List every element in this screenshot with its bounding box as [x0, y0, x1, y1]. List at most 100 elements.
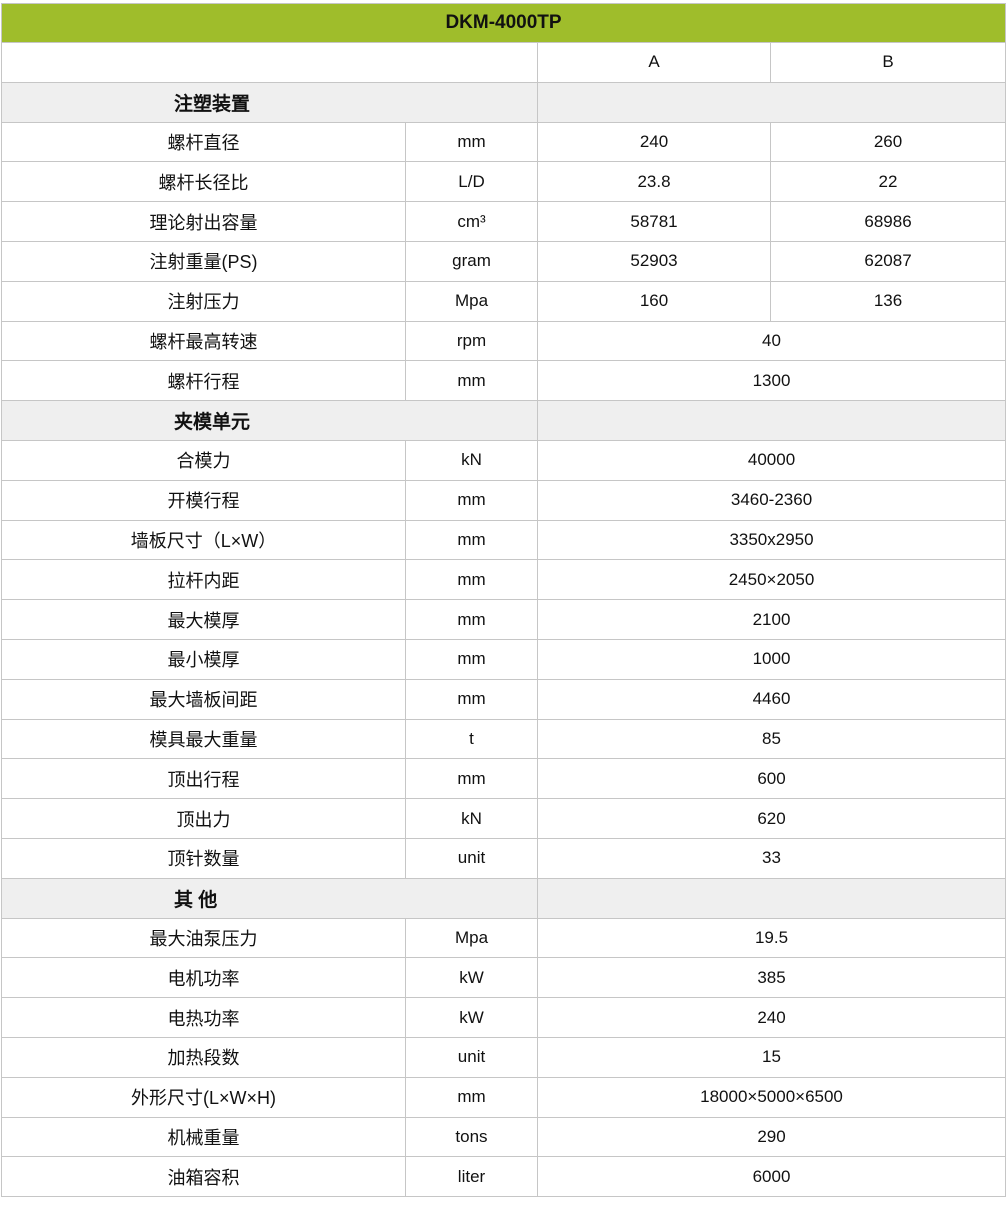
spec-value: 6000 [536, 1156, 1006, 1198]
spec-value: 40000 [536, 439, 1006, 481]
model-title: DKM-4000TP [0, 3, 1006, 43]
spec-unit: mm [405, 479, 538, 521]
spec-unit: liter [405, 1156, 538, 1198]
spec-value: 4460 [536, 678, 1006, 720]
spec-unit: mm [405, 559, 538, 601]
spec-name: 最大油泵压力 [1, 917, 406, 959]
spec-name: 开模行程 [1, 479, 406, 521]
section-blank [536, 877, 1006, 919]
spec-row: 加热段数 unit 15 [1, 1036, 1006, 1078]
section-header: 夹模单元 [1, 400, 1006, 441]
spec-value-a: 58781 [537, 201, 771, 242]
spec-row: 注射重量(PS) gram 52903 62087 [1, 240, 1006, 282]
spec-row: 外形尺寸(L×W×H) mm 18000×5000×6500 [1, 1076, 1006, 1118]
spec-value: 15 [536, 1036, 1006, 1078]
spec-unit: unit [405, 837, 538, 879]
section-blank [536, 81, 1006, 123]
spec-unit: cm³ [405, 201, 538, 242]
spec-name: 螺杆最高转速 [1, 320, 406, 362]
spec-value: 2100 [536, 599, 1006, 640]
spec-row: 顶针数量 unit 33 [1, 837, 1006, 879]
spec-value: 1000 [536, 638, 1006, 680]
spec-name: 顶出力 [1, 798, 406, 839]
column-header-row: A B [1, 42, 1006, 83]
spec-unit: mm [405, 678, 538, 720]
spec-value: 385 [536, 957, 1006, 999]
spec-name: 合模力 [1, 439, 406, 481]
spec-row: 螺杆直径 mm 240 260 [1, 121, 1006, 163]
spec-name: 外形尺寸(L×W×H) [1, 1076, 406, 1118]
spec-row: 开模行程 mm 3460-2360 [1, 479, 1006, 521]
spec-value-a: 240 [537, 121, 771, 163]
spec-unit: L/D [405, 161, 538, 203]
spec-row: 油箱容积 liter 6000 [1, 1156, 1006, 1198]
spec-unit: unit [405, 1036, 538, 1078]
spec-value-b: 136 [769, 280, 1006, 322]
spec-table: DKM-4000TP A B 注塑装置 螺杆直径 mm 240 260 螺杆长径比 L/D 2… [0, 3, 1006, 1198]
spec-unit: mm [405, 519, 538, 561]
section-label: 注塑装置 [1, 81, 538, 123]
spec-name: 机械重量 [1, 1116, 406, 1158]
title-row: DKM-4000TP [0, 3, 1006, 43]
spec-unit: Mpa [405, 280, 538, 322]
spec-name: 拉杆内距 [1, 559, 406, 601]
spec-row: 最小模厚 mm 1000 [1, 638, 1006, 680]
spec-name: 加热段数 [1, 1036, 406, 1078]
spec-value: 290 [536, 1116, 1006, 1158]
spec-row: 模具最大重量 t 85 [1, 718, 1006, 760]
spec-value-a: 52903 [537, 240, 771, 282]
section-header: 其 他 [1, 877, 1006, 919]
spec-row: 顶出行程 mm 600 [1, 758, 1006, 800]
spec-row: 最大墙板间距 mm 4460 [1, 678, 1006, 720]
spec-name: 注射压力 [1, 280, 406, 322]
spec-unit: mm [405, 360, 538, 402]
spec-unit: mm [405, 599, 538, 640]
spec-value: 85 [536, 718, 1006, 760]
spec-row: 最大模厚 mm 2100 [1, 599, 1006, 640]
spec-value: 3460-2360 [536, 479, 1006, 521]
spec-unit: kW [405, 997, 538, 1038]
spec-name: 墙板尺寸（L×W） [1, 519, 406, 561]
spec-value-b: 68986 [769, 201, 1006, 242]
spec-value-b: 62087 [769, 240, 1006, 282]
spec-unit: mm [405, 758, 538, 800]
spec-value: 3350x2950 [536, 519, 1006, 561]
spec-row: 螺杆长径比 L/D 23.8 22 [1, 161, 1006, 203]
column-b-header: B [769, 42, 1006, 83]
section-blank [536, 400, 1006, 441]
spec-value: 2450×2050 [536, 559, 1006, 601]
spec-value: 33 [536, 837, 1006, 879]
spec-row: 电热功率 kW 240 [1, 997, 1006, 1038]
spec-unit: tons [405, 1116, 538, 1158]
spec-value: 620 [536, 798, 1006, 839]
spec-unit: mm [405, 1076, 538, 1118]
spec-value: 19.5 [536, 917, 1006, 959]
spec-name: 模具最大重量 [1, 718, 406, 760]
spec-unit: kN [405, 439, 538, 481]
spec-unit: kN [405, 798, 538, 839]
blank-header [1, 42, 538, 83]
spec-row: 电机功率 kW 385 [1, 957, 1006, 999]
spec-name: 油箱容积 [1, 1156, 406, 1198]
spec-unit: rpm [405, 320, 538, 362]
spec-name: 最大墙板间距 [1, 678, 406, 720]
spec-value: 18000×5000×6500 [536, 1076, 1006, 1118]
spec-unit: mm [405, 638, 538, 680]
section-label: 其 他 [1, 877, 538, 919]
spec-row: 注射压力 Mpa 160 136 [1, 280, 1006, 322]
spec-row: 螺杆最高转速 rpm 40 [1, 320, 1006, 362]
section-label: 夹模单元 [1, 400, 538, 441]
spec-value-a: 160 [537, 280, 771, 322]
spec-name: 螺杆行程 [1, 360, 406, 402]
spec-name: 最大模厚 [1, 599, 406, 640]
spec-row: 顶出力 kN 620 [1, 798, 1006, 839]
spec-name: 螺杆直径 [1, 121, 406, 163]
spec-unit: t [405, 718, 538, 760]
column-a-header: A [537, 42, 771, 83]
spec-name: 注射重量(PS) [1, 240, 406, 282]
spec-value: 1300 [536, 360, 1006, 402]
spec-row: 合模力 kN 40000 [1, 439, 1006, 481]
spec-row: 墙板尺寸（L×W） mm 3350x2950 [1, 519, 1006, 561]
spec-value: 40 [536, 320, 1006, 362]
spec-name: 电热功率 [1, 997, 406, 1038]
